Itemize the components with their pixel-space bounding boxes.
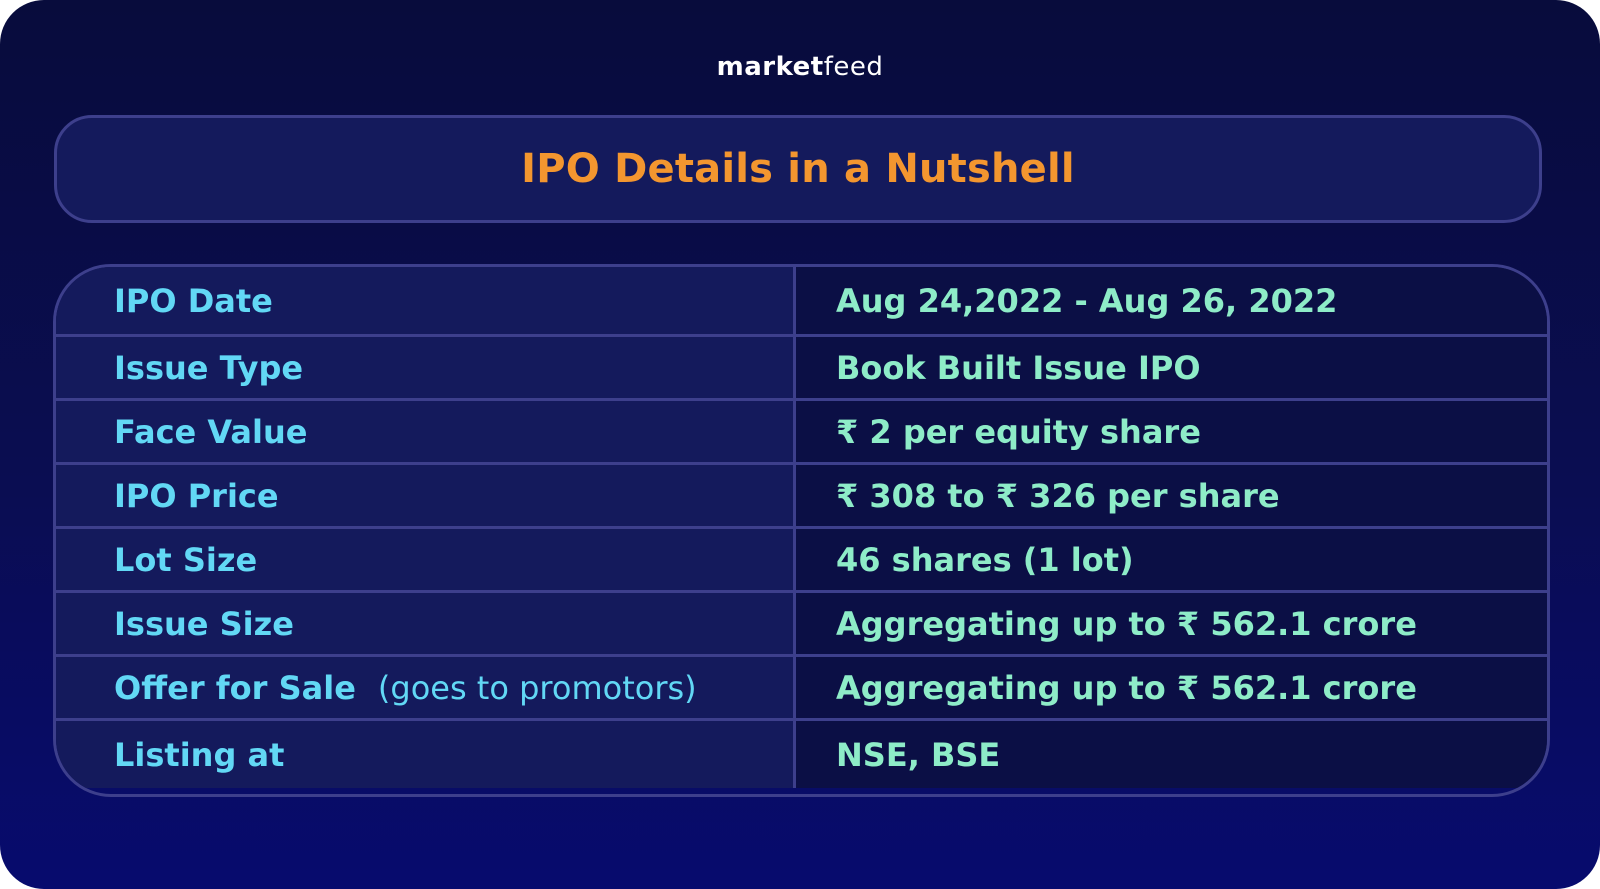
logo-bold-text: market: [716, 52, 824, 82]
table-row: Issue Size Aggregating up to ₹ 562.1 cro…: [56, 593, 1547, 657]
logo-light-text: feed: [823, 52, 884, 82]
table-row: IPO Price ₹ 308 to ₹ 326 per share: [56, 465, 1547, 529]
row-label: Listing at: [114, 735, 285, 774]
title-banner: IPO Details in a Nutshell: [54, 115, 1542, 223]
row-value-cell: Aggregating up to ₹ 562.1 crore: [796, 657, 1547, 718]
marketfeed-logo: marketfeed: [0, 52, 1600, 82]
table-row: Face Value ₹ 2 per equity share: [56, 401, 1547, 465]
table-row: Issue Type Book Built Issue IPO: [56, 337, 1547, 401]
row-label: Issue Type: [114, 348, 304, 387]
row-value: Aug 24,2022 - Aug 26, 2022: [836, 281, 1338, 320]
row-value-cell: Aggregating up to ₹ 562.1 crore: [796, 593, 1547, 654]
row-label-note: (goes to promotors): [377, 668, 697, 707]
table-row: Lot Size 46 shares (1 lot): [56, 529, 1547, 593]
table-row: Offer for Sale (goes to promotors) Aggre…: [56, 657, 1547, 721]
row-value: ₹ 2 per equity share: [836, 412, 1201, 451]
row-label: Offer for Sale: [114, 668, 356, 707]
row-label: Face Value: [114, 412, 308, 451]
row-label-cell: Listing at: [56, 721, 796, 788]
table-row: IPO Date Aug 24,2022 - Aug 26, 2022: [56, 267, 1547, 337]
row-value: ₹ 308 to ₹ 326 per share: [836, 476, 1280, 515]
row-label-cell: Issue Size: [56, 593, 796, 654]
row-label: Issue Size: [114, 604, 294, 643]
row-label: IPO Price: [114, 476, 279, 515]
row-label-cell: Issue Type: [56, 337, 796, 398]
row-value-cell: 46 shares (1 lot): [796, 529, 1547, 590]
row-label-cell: Offer for Sale (goes to promotors): [56, 657, 796, 718]
table-row: Listing at NSE, BSE: [56, 721, 1547, 788]
row-label-cell: Lot Size: [56, 529, 796, 590]
row-value: Aggregating up to ₹ 562.1 crore: [836, 668, 1417, 707]
row-value: Book Built Issue IPO: [836, 348, 1201, 387]
row-value: 46 shares (1 lot): [836, 540, 1134, 579]
row-label: IPO Date: [114, 281, 273, 320]
row-label-cell: IPO Date: [56, 267, 796, 334]
row-label-cell: IPO Price: [56, 465, 796, 526]
page-title: IPO Details in a Nutshell: [521, 146, 1075, 192]
row-value: NSE, BSE: [836, 735, 1001, 774]
row-value: Aggregating up to ₹ 562.1 crore: [836, 604, 1417, 643]
row-label: Lot Size: [114, 540, 258, 579]
row-label-cell: Face Value: [56, 401, 796, 462]
row-value-cell: Book Built Issue IPO: [796, 337, 1547, 398]
row-value-cell: NSE, BSE: [796, 721, 1547, 788]
ipo-details-table: IPO Date Aug 24,2022 - Aug 26, 2022 Issu…: [53, 264, 1550, 797]
row-value-cell: Aug 24,2022 - Aug 26, 2022: [796, 267, 1547, 334]
row-value-cell: ₹ 2 per equity share: [796, 401, 1547, 462]
row-value-cell: ₹ 308 to ₹ 326 per share: [796, 465, 1547, 526]
